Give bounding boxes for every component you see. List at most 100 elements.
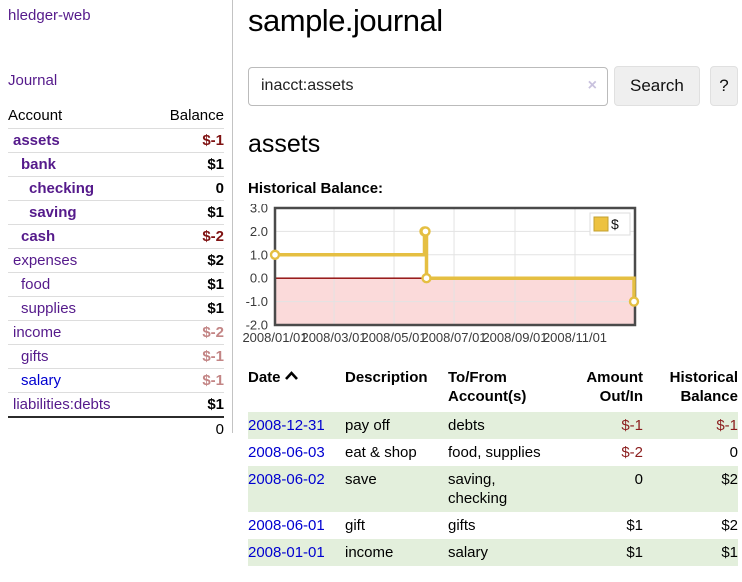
account-balance: $-2 [149,320,224,345]
account-link[interactable]: assets [13,132,60,149]
svg-text:-1.0: -1.0 [246,294,268,309]
account-balance: $-1 [149,368,224,393]
txn-column-header: Amount Out/In [586,369,643,405]
account-name-cell: supplies [8,296,150,321]
txn-column-header[interactable]: Date [248,366,345,412]
account-balance: $1 [149,272,224,297]
account-name-cell: assets [8,128,150,153]
transaction-row: 2008-01-01 income salary $1 $1 [248,539,738,566]
account-link[interactable]: bank [21,156,57,173]
account-link[interactable]: saving [29,204,77,221]
txn-date-link[interactable]: 2008-06-03 [248,444,325,461]
account-balance: $2 [149,248,224,273]
txn-accounts: saving, checking [448,471,508,507]
account-name-cell: liabilities:debts [8,392,150,417]
account-balance: $1 [149,200,224,225]
account-link[interactable]: checking [29,180,95,197]
txn-accounts: gifts [448,517,476,534]
svg-text:2008/09/01: 2008/09/01 [482,330,547,345]
txn-balance: 0 [729,444,738,461]
account-link[interactable]: cash [21,228,56,245]
txn-date-link[interactable]: 2008-06-02 [248,471,325,488]
balance-chart: $3.0 2.0 1.0 0.0 -1.0 -2.0 2008/01/01 2008/03/0… [240,201,642,356]
svg-text:0.0: 0.0 [250,271,268,286]
accounts-header-balance: Balance [169,107,224,124]
transaction-row: 2008-06-02 save saving, checking 0 $2 [248,466,738,512]
account-link[interactable]: income [13,324,62,341]
txn-date-link[interactable]: 2008-12-31 [248,417,325,434]
svg-text:-2.0: -2.0 [246,318,268,333]
accounts-total-value: 0 [149,416,224,441]
account-row: income $-2 [8,320,224,345]
account-link[interactable]: gifts [21,348,49,365]
svg-text:2008/11/01: 2008/11/01 [543,330,607,345]
transaction-row: 2008-06-03 eat & shop food, supplies $-2 0 [248,439,738,466]
account-row: supplies $1 [8,296,224,321]
svg-text:2008/01/01: 2008/01/01 [242,330,307,345]
brand-link[interactable]: hledger-web [8,7,91,24]
account-row: saving $1 [8,200,224,225]
account-link[interactable]: expenses [13,252,78,269]
account-name-cell: expenses [8,248,150,273]
account-row: liabilities:debts $1 [8,392,224,417]
txn-balance: $2 [721,517,738,534]
accounts-total-row: 0 [8,416,224,441]
account-row: salary $-1 [8,368,224,393]
txn-accounts: salary [448,544,489,561]
transactions-table-body: 2008-12-31 pay off debts $-1 $-1 2008-06-03 ea… [248,412,738,566]
txn-amount: $-1 [621,417,643,434]
search-input[interactable] [248,66,608,106]
account-row: food $1 [8,272,224,297]
svg-text:1.0: 1.0 [250,247,268,262]
account-link[interactable]: supplies [21,300,77,317]
account-row: cash $-2 [8,224,224,249]
txn-date-link[interactable]: 2008-01-01 [248,544,325,561]
account-row: expenses $2 [8,248,224,273]
txn-accounts: food, supplies [448,444,541,461]
account-link[interactable]: salary [21,372,62,389]
search-bar: × Search ? [248,66,738,106]
txn-description: save [345,471,377,488]
transactions-table: Date Description To/From Account(s) Amount Ou… [248,366,738,566]
txn-amount: $1 [626,544,643,561]
chart-title: Historical Balance: [248,180,384,197]
svg-text:2008/07/01: 2008/07/01 [421,330,486,345]
accounts-table-body: assets $-1 bank $1 checking 0 saving $1 cash $-2 e… [8,128,224,441]
transaction-row: 2008-12-31 pay off debts $-1 $-1 [248,412,738,439]
transactions-table-head: Date Description To/From Account(s) Amount Ou… [248,366,738,412]
account-name-cell: bank [8,152,150,177]
txn-date-cell: 2008-01-01 [248,539,345,566]
search-button[interactable]: Search [614,66,700,106]
txn-description: eat & shop [345,444,417,461]
account-name-cell: food [8,272,150,297]
help-button[interactable]: ? [709,66,738,106]
accounts-header-account: Account [8,107,63,124]
txn-amount: 0 [634,471,643,488]
sidebar: hledger-web Journal Account Balance asse… [0,0,233,441]
account-link[interactable]: food [21,276,51,293]
txn-description: income [345,544,394,561]
txn-description: gift [345,517,366,534]
txn-date-link[interactable]: 2008-06-01 [248,517,325,534]
txn-balance: $2 [721,471,738,488]
accounts-table: Account Balance assets $-1 bank $1 checking 0… [8,104,224,441]
account-name-cell: checking [8,176,150,201]
txn-date-cell: 2008-06-02 [248,466,345,512]
account-link[interactable]: liabilities:debts [13,396,111,413]
txn-date-cell: 2008-06-01 [248,512,345,539]
svg-text:2008/05/01: 2008/05/01 [361,330,426,345]
clear-search-icon[interactable]: × [587,76,597,94]
txn-date-cell: 2008-06-03 [248,439,345,466]
txn-amount: $1 [626,517,643,534]
account-balance: $1 [149,152,224,177]
account-balance: $1 [149,392,224,417]
account-balance: $1 [149,296,224,321]
account-name-cell: saving [8,200,150,225]
account-row: checking 0 [8,176,224,201]
txn-accounts: debts [448,417,485,434]
account-balance: 0 [149,176,224,201]
txn-description: pay off [345,417,390,434]
txn-column-header: To/From Account(s) [448,369,527,405]
account-name-cell: income [8,320,150,345]
sidebar-item-journal[interactable]: Journal [8,72,58,89]
